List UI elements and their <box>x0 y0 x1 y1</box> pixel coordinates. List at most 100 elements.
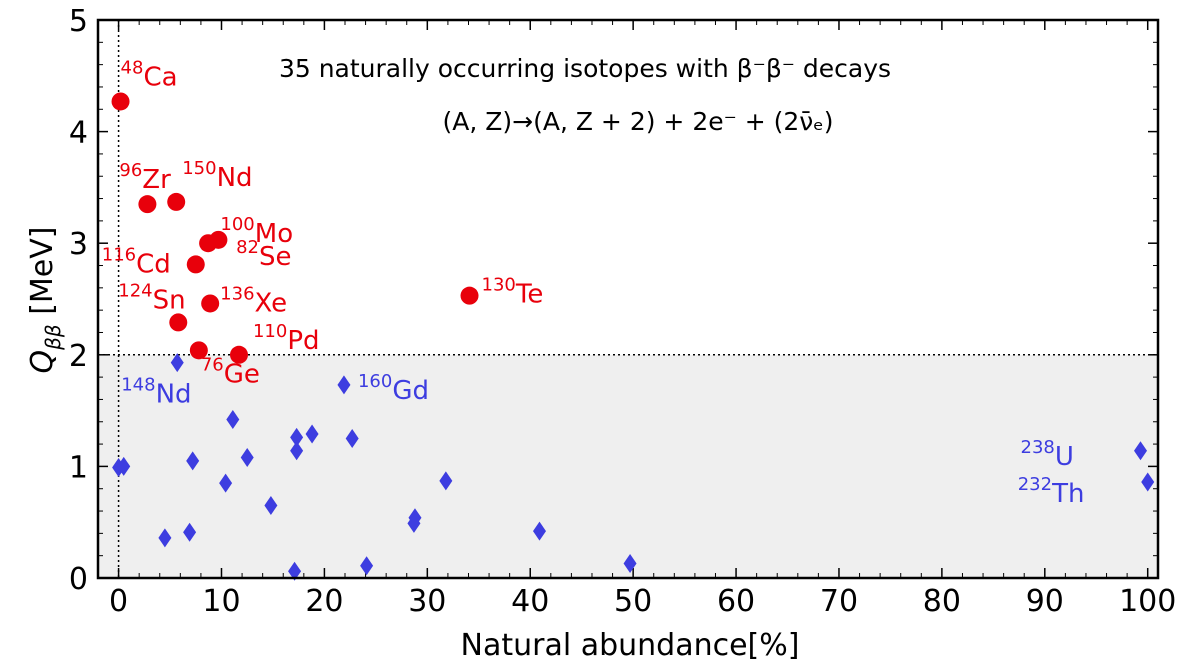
x-tick-label: 100 <box>1119 584 1176 619</box>
y-axis-label-unit: [MeV] <box>25 227 60 325</box>
isotope-label: 96Zr <box>119 160 171 195</box>
y-axis-label-sub: ββ <box>41 324 65 351</box>
data-point-circle <box>186 255 205 274</box>
data-point-diamond <box>1134 441 1148 461</box>
isotope-element: Pd <box>287 326 319 356</box>
data-point-circle <box>189 341 208 360</box>
isotope-mass: 150 <box>182 158 216 179</box>
data-point-diamond <box>226 410 240 430</box>
data-point-diamond <box>170 353 184 373</box>
data-point-diamond <box>117 456 131 476</box>
isotope-element: Th <box>1051 479 1084 509</box>
data-point-diamond <box>345 429 359 448</box>
y-tick-label: 2 <box>69 339 88 374</box>
data-point-diamond <box>290 441 304 461</box>
isotope-element: Ca <box>143 62 177 92</box>
data-point-diamond <box>623 553 637 573</box>
isotope-label: 148Nd <box>121 375 191 410</box>
isotope-label: 232Th <box>1018 474 1085 509</box>
x-tick-label: 70 <box>820 584 858 619</box>
data-point-diamond <box>158 528 172 548</box>
isotope-mass: 124 <box>118 280 152 301</box>
isotope-mass: 130 <box>482 275 516 296</box>
data-point-circle <box>111 92 130 111</box>
data-point-diamond <box>240 447 254 467</box>
data-point-diamond <box>532 521 546 541</box>
isotope-labels: 48Ca 96Zr 150Nd 100Mo 116Cd 82Se 130Te 124Sn 136… <box>102 57 1085 509</box>
isotope-mass: 116 <box>102 244 136 265</box>
isotope-mass: 76 <box>201 354 224 375</box>
data-point-diamond <box>219 473 233 493</box>
isotope-label: 76Ge <box>201 354 260 389</box>
x-tick-label: 90 <box>1026 584 1064 619</box>
data-point-diamond <box>408 508 422 528</box>
isotope-mass: 48 <box>121 57 144 78</box>
isotope-element: Te <box>515 280 543 310</box>
x-tick-label: 50 <box>614 584 652 619</box>
data-points <box>111 92 1155 581</box>
x-ticks: 0 10 20 30 40 50 60 70 80 90 100 <box>109 20 1176 619</box>
isotope-mass: 96 <box>119 160 142 181</box>
isotope-element: Mo <box>255 219 293 249</box>
annotation-line-2: (A, Z)→(A, Z + 2) + 2e⁻ + (2ν̄ₑ) <box>443 107 834 136</box>
isotope-mass: 160 <box>358 371 392 392</box>
below-threshold-region <box>98 354 1158 578</box>
x-tick-label: 80 <box>923 584 961 619</box>
isotope-mass: 100 <box>220 214 254 235</box>
isotope-element: U <box>1055 442 1074 472</box>
data-point-diamond <box>360 556 374 576</box>
isotope-label: 100Mo <box>220 214 293 249</box>
isotope-element: Se <box>259 242 292 272</box>
data-point-circle <box>201 294 220 313</box>
isotope-label: 238U <box>1021 437 1074 472</box>
isotope-element: Zr <box>142 165 171 195</box>
data-point-circle <box>169 313 188 332</box>
x-tick-label: 20 <box>305 584 343 619</box>
isotope-label: 116Cd <box>102 244 171 279</box>
data-point-circle <box>138 195 157 214</box>
isotope-element: Nd <box>217 163 253 193</box>
data-point-circle <box>167 192 186 211</box>
isotope-mass: 238 <box>1021 437 1055 458</box>
data-point-diamond <box>337 375 351 395</box>
isotope-label: 124Sn <box>118 280 185 315</box>
data-point-diamond <box>305 424 319 444</box>
isotope-mass: 136 <box>220 283 254 304</box>
y-tick-label: 0 <box>69 562 88 597</box>
data-point-diamond <box>288 561 302 581</box>
x-tick-label: 40 <box>511 584 549 619</box>
isotope-mass: 148 <box>121 375 155 396</box>
isotope-element: Cd <box>136 249 171 279</box>
data-point-diamond <box>183 522 197 542</box>
x-tick-label: 10 <box>202 584 240 619</box>
data-point-circle <box>199 234 218 253</box>
isotope-element: Ge <box>224 359 260 389</box>
data-point-diamond <box>186 451 200 471</box>
isotope-element: Sn <box>153 285 186 315</box>
isotope-mass: 110 <box>253 321 287 342</box>
data-point-circle <box>460 286 479 305</box>
isotope-label: 110Pd <box>253 321 320 356</box>
y-tick-label: 5 <box>69 4 88 39</box>
x-axis-label: Natural abundance[%] <box>461 628 800 663</box>
isotope-label: 150Nd <box>182 158 252 193</box>
plot-frame <box>96 18 1160 580</box>
isotope-label: 82Se <box>236 237 291 272</box>
isotope-label: 160Gd <box>358 371 429 406</box>
isotope-mass: 82 <box>236 237 259 258</box>
isotope-element: Gd <box>392 376 429 406</box>
x-tick-label: 60 <box>717 584 755 619</box>
y-tick-label: 4 <box>69 116 88 151</box>
y-axis-label-main: Q <box>25 350 60 374</box>
x-tick-label: 0 <box>109 584 128 619</box>
data-point-diamond <box>1141 472 1155 492</box>
y-axis-label: Qββ [MeV] <box>25 227 65 374</box>
data-point-diamond <box>439 471 453 491</box>
isotope-label: 130Te <box>482 275 544 310</box>
isotope-mass: 232 <box>1018 474 1052 495</box>
y-tick-label: 3 <box>69 227 88 262</box>
annotation-line-1: 35 naturally occurring isotopes with β⁻β… <box>279 54 891 83</box>
data-point-diamond <box>264 495 278 515</box>
isotope-label: 136Xe <box>220 283 287 318</box>
